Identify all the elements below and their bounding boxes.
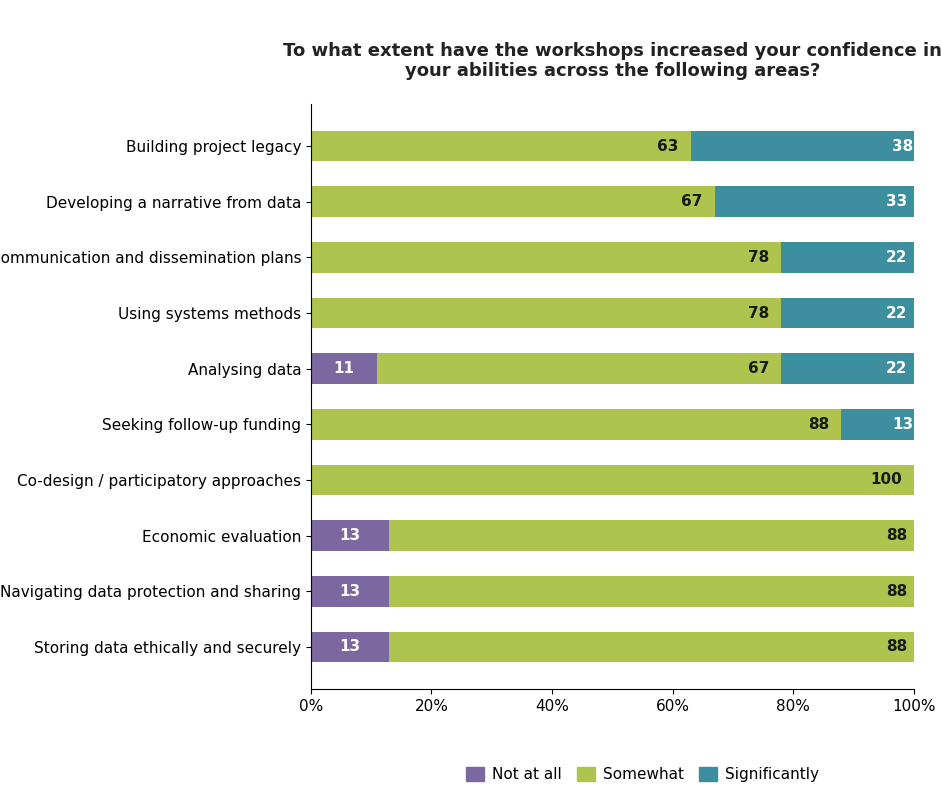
Text: 78: 78 [748, 305, 769, 320]
Text: 13: 13 [893, 417, 914, 432]
Bar [311, 576, 389, 606]
Bar [311, 521, 389, 551]
Bar [781, 353, 914, 384]
Bar [389, 521, 919, 551]
Bar [311, 242, 781, 272]
Bar [715, 187, 914, 217]
Text: 33: 33 [886, 194, 908, 209]
Text: 88: 88 [886, 639, 908, 654]
Text: 100: 100 [869, 473, 901, 488]
Bar [311, 353, 377, 384]
Text: 13: 13 [339, 639, 361, 654]
Bar [377, 353, 781, 384]
Bar [690, 131, 919, 161]
Text: 22: 22 [886, 250, 908, 265]
Text: 88: 88 [886, 528, 908, 543]
Text: 38: 38 [892, 139, 914, 154]
Title: To what extent have the workshops increased your confidence in
your abilities ac: To what extent have the workshops increa… [283, 42, 942, 80]
Text: 78: 78 [748, 250, 769, 265]
Bar [311, 187, 715, 217]
Bar [389, 632, 919, 662]
Text: 67: 67 [748, 361, 769, 376]
Text: 11: 11 [333, 361, 354, 376]
Text: 88: 88 [808, 417, 829, 432]
Legend: Not at all, Somewhat, Significantly: Not at all, Somewhat, Significantly [460, 761, 825, 788]
Text: 22: 22 [886, 361, 908, 376]
Text: 88: 88 [886, 584, 908, 599]
Bar [311, 131, 690, 161]
Bar [389, 576, 919, 606]
Text: 13: 13 [339, 584, 361, 599]
Text: 22: 22 [886, 305, 908, 320]
Bar [311, 298, 781, 328]
Text: 63: 63 [658, 139, 678, 154]
Bar [781, 242, 914, 272]
Bar [781, 298, 914, 328]
Text: 13: 13 [339, 528, 361, 543]
Bar [311, 465, 914, 495]
Bar [311, 632, 389, 662]
Bar [841, 409, 919, 440]
Text: 67: 67 [681, 194, 703, 209]
Bar [311, 409, 841, 440]
